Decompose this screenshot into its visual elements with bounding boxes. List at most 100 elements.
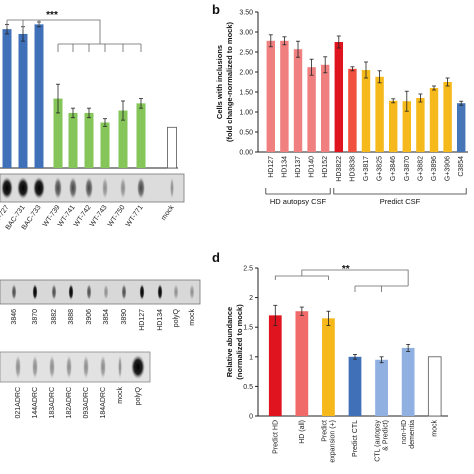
blot-a-label: mock (160, 204, 176, 222)
blot-a-dot (69, 177, 77, 199)
blot-a-dot (1, 177, 13, 199)
panel-b-y-tick-label: 2.00 (239, 70, 253, 77)
panel-b-bar-hd127 (266, 40, 276, 152)
panel-b-x-tick-label: G+3825 (377, 156, 384, 181)
blot-c2-dot (83, 355, 89, 379)
panel-a-bar-bac-733 (34, 24, 44, 169)
panel-c-dot-blot-top: 3846 3870 3882 3888 3906 3854 3890 HD127 HD134 po… (0, 279, 201, 331)
panel-b-group-label-hd: HD autopsy CSF (270, 197, 327, 206)
panel-b-x-tick-label: G+3906 (445, 156, 452, 181)
blot-c1-dot (189, 284, 195, 300)
panel-b-x-tick-label: HD152 (322, 156, 329, 178)
panel-b-bar-hd140 (307, 67, 316, 152)
panel-a-bracket-ticks (6, 20, 40, 30)
panel-d-x-tick-label: Predict (321, 420, 328, 442)
panel-a-bar-wt-741 (68, 112, 78, 168)
panel-a-bar-chart: *** (0, 10, 178, 169)
panel-d-bar-6 (401, 347, 415, 416)
panel-b-x-tick-label: HD137 (295, 156, 302, 178)
panel-d-y-tick-label: 1.5 (243, 325, 253, 332)
blot-a-dot (120, 177, 126, 199)
panel-b-bar-gplus3846 (388, 100, 398, 152)
panel-b-bar-hd137 (293, 49, 303, 153)
blot-c2-membrane (0, 351, 151, 383)
blot-c2-label: 182ADRC (66, 387, 73, 419)
panel-b-bar-gplus3896 (429, 88, 439, 152)
panel-b-x-tick-label: HD3822 (336, 156, 343, 182)
blot-c1-label: HD127 (139, 309, 146, 331)
blot-c1-dot (157, 284, 163, 300)
panel-b-group-label-predict: Predict CSF (380, 197, 421, 206)
panel-a-bar-wt-739 (53, 98, 63, 168)
panel-a-bar-wt-750 (118, 110, 128, 168)
panel-b-bar-hd3838 (348, 68, 357, 152)
blot-c1-label: 3854 (103, 309, 110, 325)
panel-d-x-tick-label: HD (all) (299, 420, 306, 444)
panel-d-bar-chart: 0 0.5 1 1.5 2 2.5 Relative abundance (normalize… (225, 264, 448, 463)
blot-c1-dot (32, 284, 38, 300)
panel-c-dot-blot-bottom: 021ADRC 144ADRC 183ADRC 182ADRC 093ADRC 184AD… (0, 351, 151, 419)
panel-d-y-axis-label-line2: (normalized to mock) (235, 304, 244, 380)
panel-d-bar-2 (295, 311, 309, 416)
blot-c1-label: 3846 (11, 309, 18, 325)
panel-b-bar-gplus3906 (443, 82, 452, 152)
blot-c1-dot (139, 284, 145, 300)
panel-d-y-axis-label-line1: Relative abundance (225, 307, 234, 377)
panel-b-y-tick-label: 3.00 (239, 30, 253, 37)
panel-d-y-tick-label: 0 (249, 414, 253, 421)
panel-b-x-tick-label: C3854 (458, 156, 465, 177)
blot-c1-label: HD134 (157, 309, 164, 331)
blot-c1-label: 3906 (86, 309, 93, 325)
panel-b-x-tick-label: HD3838 (349, 156, 356, 182)
panel-d-bar-3 (322, 318, 335, 416)
blot-c1-membrane (0, 279, 201, 305)
blot-c1-dot (11, 284, 17, 300)
blot-c1-label: 3882 (51, 309, 58, 325)
panel-b-x-tick-label: G+3846 (390, 156, 397, 181)
panel-b-group-bracket-predict (333, 188, 467, 195)
panel-a-bar-wt-743 (100, 122, 110, 168)
blot-c1-label: 3888 (68, 309, 75, 325)
panel-b-y-tick-label: 0.50 (239, 130, 253, 137)
panel-d-x-tick-label: Predict HD (272, 420, 279, 454)
blot-c2-label: 021ADRC (15, 387, 22, 419)
panel-a-bar-mock (167, 126, 177, 169)
blot-c1-dot (68, 284, 74, 300)
panel-b-y-tick-label: 1.50 (239, 90, 253, 97)
panel-b-y-axis-label: Cells with inclusions (215, 45, 224, 119)
panel-b-bar-hd3822 (334, 42, 344, 152)
panel-b-bar-hd152 (320, 64, 330, 152)
blot-c1-label: 3870 (32, 309, 39, 325)
panel-d-y-tick-label: 0.5 (243, 384, 253, 391)
panel-d-x-tick-label: dementia (409, 420, 416, 449)
panel-d-y-tick-label: 2.5 (243, 266, 253, 273)
panel-a-bracket-right (39, 19, 142, 52)
blot-c1-dot (51, 284, 57, 300)
panel-d-bar-4 (348, 356, 362, 416)
panel-a-bar-bac-727 (2, 29, 12, 168)
blot-c1-dot (103, 284, 109, 300)
blot-c2-dot (32, 355, 38, 379)
panel-d-bar-1 (268, 315, 282, 416)
panel-b-bar-hd134 (280, 40, 289, 152)
blot-a-dot (102, 177, 108, 199)
blot-a-dot (54, 177, 62, 199)
panel-a-significance: *** (46, 10, 58, 21)
blot-c2-dot (15, 355, 21, 379)
panel-a-bar-bac-731 (18, 33, 28, 168)
panel-d-bar-7 (427, 356, 442, 417)
blot-c2-dot (131, 355, 145, 379)
blot-c2-dot (49, 355, 55, 379)
blot-c2-label: 093ADRC (83, 387, 90, 419)
panel-b-y-tick-label: 1.00 (239, 110, 253, 117)
blot-c2-label: mock (117, 387, 124, 404)
panel-b-bar-chart: 0.00 0.50 1.00 1.50 2.00 2.50 3.00 3.50 Cells wi… (215, 10, 468, 206)
panel-b-bar-gplus3870 (402, 101, 412, 152)
blot-c2-dot (66, 355, 72, 379)
blot-c2-label: 144ADRC (32, 387, 39, 419)
panel-b-bar-gplus3817 (361, 70, 371, 152)
blot-c1-label: polyQ (173, 308, 180, 327)
panel-b-bar-gplus3825 (375, 76, 384, 152)
